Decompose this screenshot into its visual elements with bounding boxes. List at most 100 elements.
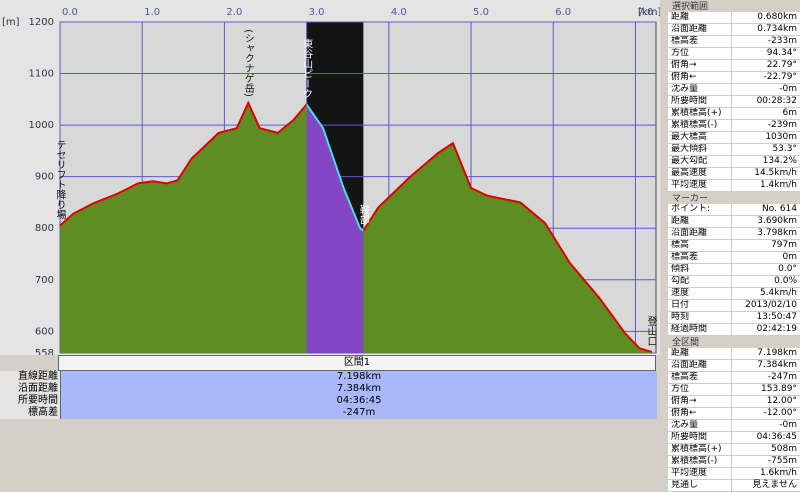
panel-title: 全区間 bbox=[668, 338, 800, 348]
panel-label: 標高差 bbox=[668, 372, 732, 383]
panel-label: ポイント: bbox=[668, 204, 732, 215]
panel-value: 94.34° bbox=[766, 48, 797, 58]
annotation: 鞍部 bbox=[357, 204, 369, 226]
panel-value: 04:36:45 bbox=[756, 432, 797, 442]
panel-label: 累積標高(+) bbox=[668, 444, 732, 455]
row-value: 7.384km bbox=[60, 383, 657, 395]
annotation: (シャクナゲ岳) bbox=[242, 29, 254, 97]
panel-row: 方位 94.34° bbox=[668, 48, 800, 60]
panel-value: 0m bbox=[782, 252, 798, 262]
panel-label: 最大傾斜 bbox=[668, 144, 732, 155]
y-tick-label: 800 bbox=[35, 223, 54, 234]
panel-value: 7.198km bbox=[757, 348, 797, 358]
panel-label: 平均速度 bbox=[668, 468, 732, 479]
panel-value: -12.00° bbox=[763, 408, 797, 418]
panel-label: 最大標高 bbox=[668, 132, 732, 143]
panel-label: 沈み量 bbox=[668, 84, 732, 95]
panel-title: 選択範囲 bbox=[668, 2, 800, 12]
panel-value: 7.384km bbox=[757, 360, 797, 370]
panel-row: 沿面距離 0.734km bbox=[668, 24, 800, 36]
y-tick-label: 900 bbox=[35, 172, 54, 183]
panel-label: 見通し bbox=[668, 480, 732, 491]
row-label: 標高差 bbox=[0, 407, 60, 419]
panel-row: 標高 797m bbox=[668, 240, 800, 252]
panel-value: -0m bbox=[779, 84, 797, 94]
x-tick-label: 1.0 bbox=[144, 7, 160, 18]
table-row: 所要時間 04:36:45 bbox=[0, 395, 660, 407]
panel-label: 最高速度 bbox=[668, 168, 732, 179]
panel-row: 距離 3.690km bbox=[668, 216, 800, 228]
panel-label: 距離 bbox=[668, 216, 732, 227]
section-table: 区間1 直線距離 7.198km 沿面距離 7.384km 所要時間 04:36:45 標高差… bbox=[0, 355, 660, 462]
x-tick-label: 0.0 bbox=[62, 7, 78, 18]
panel-label: 距離 bbox=[668, 12, 732, 23]
panel-row: 累積標高(-) -755m bbox=[668, 456, 800, 468]
panel-value: 6m bbox=[782, 108, 798, 118]
panel-value: 14.5km/h bbox=[754, 168, 797, 178]
panel-value: -0m bbox=[779, 420, 797, 430]
panel-row: 見通し 見えません bbox=[668, 480, 800, 492]
panel-label: 日付 bbox=[668, 300, 732, 311]
x-unit: [km] bbox=[638, 7, 660, 18]
row-value: -247m bbox=[60, 407, 657, 419]
x-tick-label: 7.0 bbox=[637, 7, 653, 18]
chart: [m] [km] 558 600 700 800 900 1000 1100 1200 0.0 1… bbox=[0, 0, 660, 355]
panel-title: マーカー bbox=[668, 194, 800, 204]
row-label: 直線距離 bbox=[0, 371, 60, 383]
panel-label: 距離 bbox=[668, 348, 732, 359]
panel-row: 距離 0.680km bbox=[668, 12, 800, 24]
panel-value: 53.3° bbox=[772, 144, 797, 154]
table-row: 沿面距離 7.384km bbox=[0, 383, 660, 395]
row-value: 7.198km bbox=[60, 371, 657, 383]
panel-value: 1.6km/h bbox=[759, 468, 797, 478]
panel-value: 0.0% bbox=[774, 276, 797, 286]
panel-row: 沿面距離 7.384km bbox=[668, 360, 800, 372]
panel-value: 0.0° bbox=[778, 264, 797, 274]
panel-label: 標高 bbox=[668, 240, 732, 251]
panel-row: 累積標高(+) 508m bbox=[668, 444, 800, 456]
panel-value: 797m bbox=[771, 240, 797, 250]
row-label: 沿面距離 bbox=[0, 383, 60, 395]
panel-row: 標高差 -233m bbox=[668, 36, 800, 48]
y-tick-label: 558 bbox=[35, 348, 54, 355]
y-tick-label: 1200 bbox=[29, 17, 54, 28]
panel-row: 最高速度 14.5km/h bbox=[668, 168, 800, 180]
panel-row: 平均速度 1.6km/h bbox=[668, 468, 800, 480]
panel-value: -22.79° bbox=[763, 72, 797, 82]
panel-row: 俯角← -22.79° bbox=[668, 72, 800, 84]
panel-label: 俯角← bbox=[668, 408, 732, 419]
panel-label: 方位 bbox=[668, 48, 732, 59]
y-tick-label: 1000 bbox=[29, 120, 54, 131]
panel-label: 累積標高(-) bbox=[668, 120, 732, 131]
x-tick-label: 2.0 bbox=[226, 7, 242, 18]
panel-value: -239m bbox=[767, 120, 797, 130]
panel-label: 所要時間 bbox=[668, 96, 732, 107]
panel-value: 1030m bbox=[765, 132, 797, 142]
panel-label: 勾配 bbox=[668, 276, 732, 287]
panel-value: 1.4km/h bbox=[759, 180, 797, 190]
panel-value: -247m bbox=[767, 372, 797, 382]
panel-value: 2013/02/10 bbox=[745, 300, 797, 310]
panel-label: 方位 bbox=[668, 384, 732, 395]
panel-row: 日付 2013/02/10 bbox=[668, 300, 800, 312]
panel-label: 時刻 bbox=[668, 312, 732, 323]
panel-row: 最大勾配 134.2% bbox=[668, 156, 800, 168]
panel-value: 5.4km/h bbox=[759, 288, 797, 298]
panel-value: 134.2% bbox=[762, 156, 797, 166]
panel-value: 3.798km bbox=[757, 228, 797, 238]
panel-label: 俯角→ bbox=[668, 60, 732, 71]
panel-row: 最大標高 1030m bbox=[668, 132, 800, 144]
panel-label: 俯角→ bbox=[668, 396, 732, 407]
panel-row: 最大傾斜 53.3° bbox=[668, 144, 800, 156]
panel-label: 沿面距離 bbox=[668, 228, 732, 239]
panel-label: 平均速度 bbox=[668, 180, 732, 191]
panel-label: 沿面距離 bbox=[668, 360, 732, 371]
panel-value: -755m bbox=[767, 456, 797, 466]
x-tick-label: 4.0 bbox=[391, 7, 407, 18]
x-tick-label: 6.0 bbox=[555, 7, 571, 18]
selected-line bbox=[306, 102, 364, 233]
panel-row: 沿面距離 3.798km bbox=[668, 228, 800, 240]
side-panel: 選択範囲 距離 0.680km 沿面距離 0.734km 標高差 -233m 方位 94.34°… bbox=[668, 0, 800, 492]
panel-label: 経過時間 bbox=[668, 324, 732, 335]
panel-row: 沈み量 -0m bbox=[668, 84, 800, 96]
